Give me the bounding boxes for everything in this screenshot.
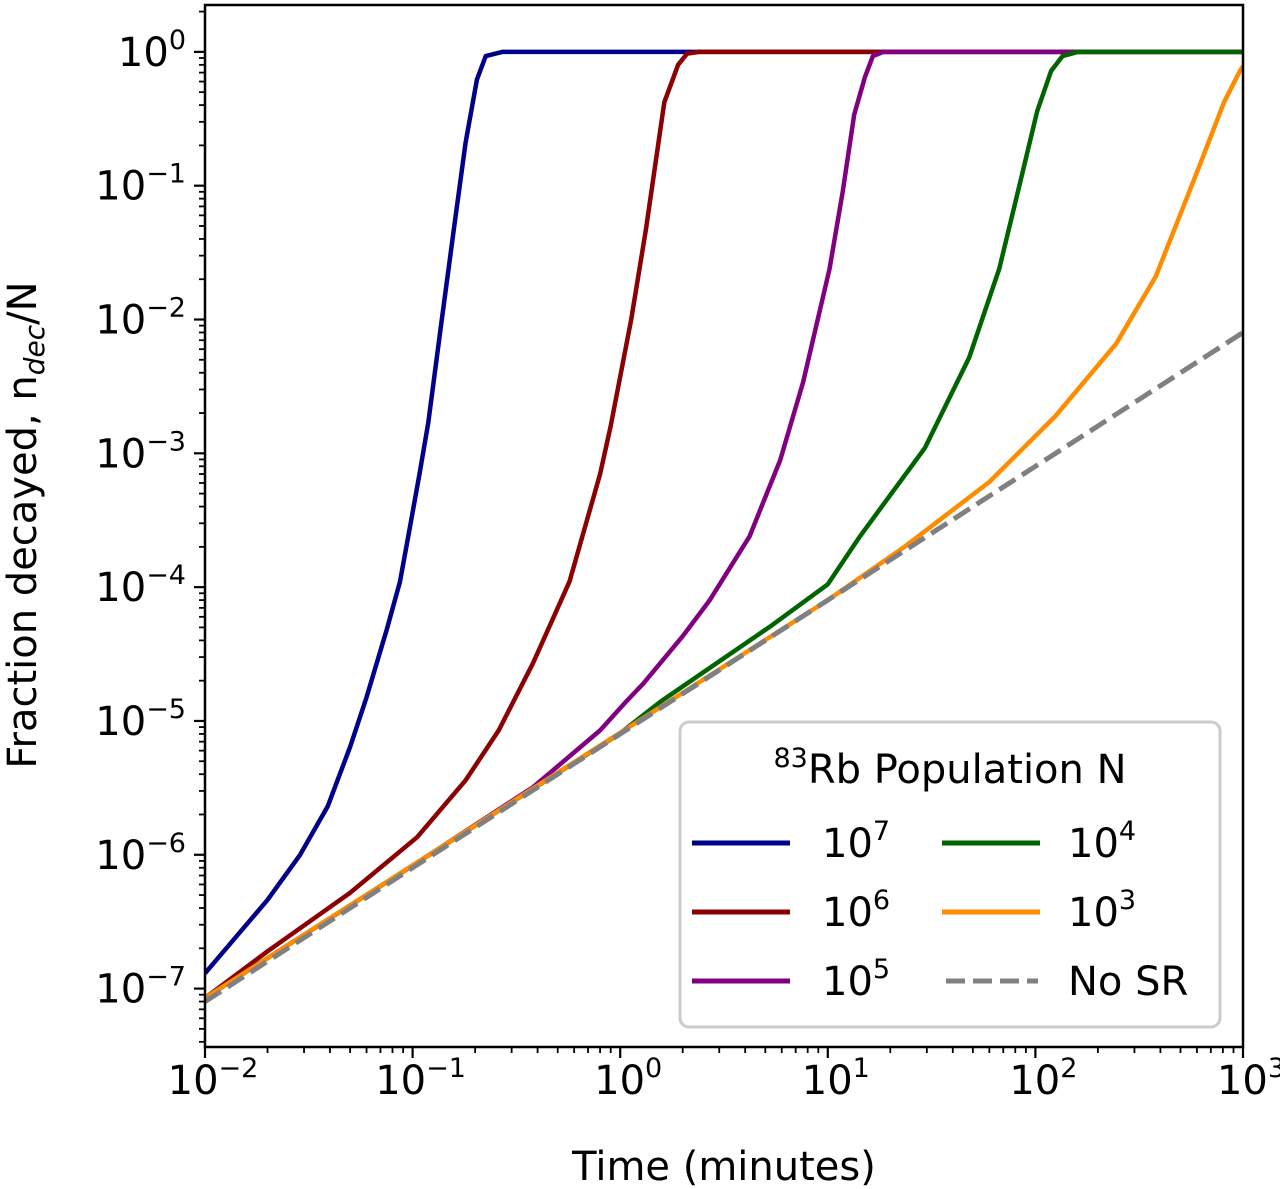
y-tick-label: 10−6 <box>95 828 186 879</box>
x-tick-label-exponent: 1 <box>853 1053 870 1084</box>
x-tick-label-exponent: 2 <box>1060 1053 1077 1084</box>
legend-label-exponent: 4 <box>1119 816 1136 847</box>
legend-entry-n-1e3: 103 <box>942 885 1136 936</box>
x-tick-label-base: 10 <box>1009 1058 1060 1104</box>
x-tick-label-exponent: 3 <box>1268 1053 1280 1084</box>
x-tick-label: 102 <box>1009 1053 1077 1104</box>
x-tick-label-base: 10 <box>375 1058 426 1104</box>
y-axis-label-suffix: /N <box>0 281 46 324</box>
legend-entry-no-sr: No SR <box>946 959 1188 1005</box>
legend-label: 107 <box>822 816 890 867</box>
legend-entry-n-1e7: 107 <box>692 816 890 867</box>
x-tick-label: 10−2 <box>168 1053 259 1104</box>
y-tick-label-base: 10 <box>118 30 169 76</box>
legend-title-text: Rb Population N <box>808 747 1127 793</box>
legend-entry-n-1e5: 105 <box>692 954 890 1005</box>
legend-label-exponent: 7 <box>873 816 890 847</box>
legend-entry-n-1e4: 104 <box>942 816 1136 867</box>
legend-label: 105 <box>822 954 890 1005</box>
x-tick-label-base: 10 <box>168 1058 219 1104</box>
series-layer <box>205 49 1243 1004</box>
x-tick-label-exponent: −2 <box>219 1053 259 1084</box>
y-tick-label-base: 10 <box>95 565 146 611</box>
x-tick-label-exponent: −1 <box>426 1053 466 1084</box>
plot-frame <box>203 3 1245 1049</box>
x-tick-label: 101 <box>802 1053 870 1104</box>
legend-title-superscript: 83 <box>773 743 807 774</box>
y-tick-label: 10−4 <box>95 560 186 611</box>
y-tick-label-exponent: −2 <box>146 293 186 324</box>
y-axis-label: Fraction decayed, ndec/N <box>0 281 51 768</box>
legend-label: 106 <box>822 885 890 936</box>
legend-label-base: 10 <box>822 890 873 936</box>
x-tick-label-base: 10 <box>1217 1058 1268 1104</box>
y-tick-label: 10−5 <box>95 694 186 745</box>
legend-label-exponent: 3 <box>1119 885 1136 916</box>
series-line-n-1e7 <box>205 49 1243 975</box>
y-tick-label: 10−7 <box>95 962 186 1013</box>
x-tick-label-base: 10 <box>594 1058 645 1104</box>
x-tick-label: 10−1 <box>375 1053 466 1104</box>
y-tick-label-exponent: −3 <box>146 426 186 457</box>
x-tick-label-exponent: 0 <box>645 1053 662 1084</box>
y-tick-label-base: 10 <box>95 431 146 477</box>
legend-title: 83Rb Population N <box>773 743 1126 793</box>
legend-label-base: 10 <box>1068 821 1119 867</box>
y-tick-label-base: 10 <box>95 833 146 879</box>
x-tick-label-base: 10 <box>802 1058 853 1104</box>
series-line-no-sr <box>205 330 1243 1004</box>
y-tick-label-exponent: 0 <box>169 25 186 56</box>
y-tick-label-exponent: −5 <box>146 694 186 725</box>
y-tick-label: 10−3 <box>95 426 186 477</box>
y-tick-label-base: 10 <box>95 164 146 210</box>
series-line-n-1e6 <box>205 49 1243 1000</box>
y-axis-label-prefix: Fraction decayed, n <box>0 375 46 768</box>
legend-label-base: 10 <box>1068 890 1119 936</box>
x-axis-label: Time (minutes) <box>571 1144 876 1189</box>
y-tick-label-exponent: −4 <box>146 560 186 591</box>
y-tick-label: 100 <box>118 25 186 76</box>
axes-layer: 10−2 10−1 100 101 102 10310010−110−210−310−41… <box>95 3 1280 1104</box>
y-tick-label-base: 10 <box>95 967 146 1013</box>
legend-label: No SR <box>1068 959 1188 1005</box>
y-tick-label-exponent: −6 <box>146 828 186 859</box>
legend-label: 104 <box>1068 816 1136 867</box>
y-tick-label: 10−2 <box>95 293 186 344</box>
y-tick-label-base: 10 <box>95 298 146 344</box>
y-axis-label-subscript: dec <box>18 324 51 375</box>
legend-label-base: 10 <box>822 821 873 867</box>
y-tick-label-exponent: −7 <box>146 962 186 993</box>
series-line-n-1e3 <box>205 65 1243 1000</box>
x-tick-label: 103 <box>1217 1053 1280 1104</box>
series-line-n-1e4 <box>205 49 1243 1000</box>
series-line-n-1e5 <box>205 49 1243 1000</box>
y-tick-label-base: 10 <box>95 699 146 745</box>
y-tick-label: 10−1 <box>95 159 186 210</box>
legend-label-base: 10 <box>822 959 873 1005</box>
x-tick-label: 100 <box>594 1053 662 1104</box>
legend-box <box>678 720 1222 1029</box>
legend-label: 103 <box>1068 885 1136 936</box>
y-tick-label-exponent: −1 <box>146 159 186 190</box>
legend-label-exponent: 5 <box>873 954 890 985</box>
legend-entry-n-1e6: 106 <box>692 885 890 936</box>
legend-label-exponent: 6 <box>873 885 890 916</box>
